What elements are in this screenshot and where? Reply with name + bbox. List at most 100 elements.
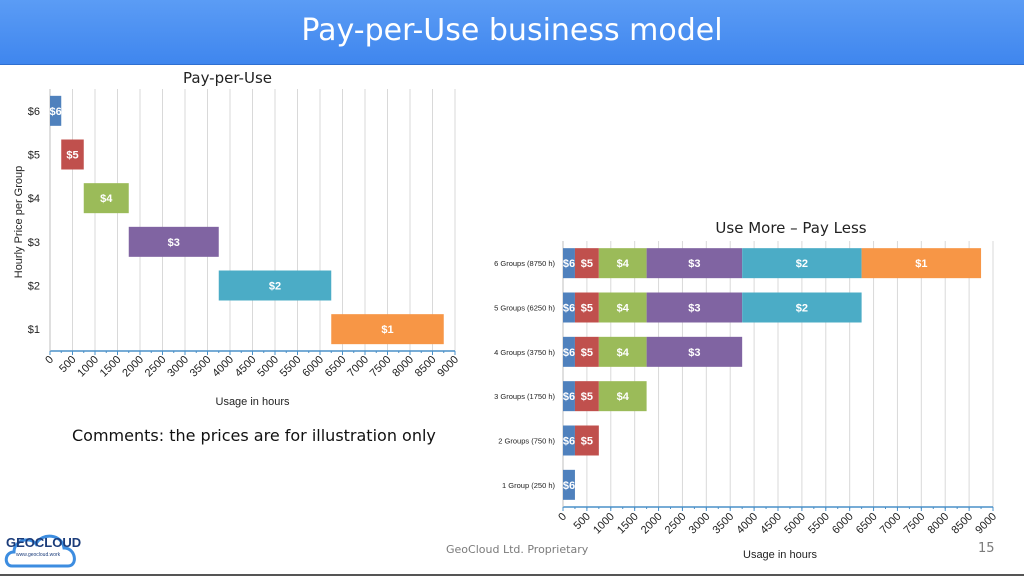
geocloud-logo: GEOCLOUD www.geocloud.work: [2, 522, 84, 574]
bar-segment-label: $5: [581, 258, 593, 270]
bar-segment-label: $4: [617, 391, 630, 403]
x-tick-label: 2000: [639, 511, 665, 537]
bar-data-label: $4: [100, 193, 113, 205]
bar-segment-label: $3: [688, 303, 700, 315]
x-tick-label: 3500: [188, 354, 214, 380]
x-tick-label: 9000: [435, 354, 461, 380]
bar-segment: [646, 292, 743, 323]
page-number: 15: [978, 541, 995, 556]
x-tick-label: 3500: [711, 511, 737, 537]
x-tick-label: 5000: [255, 354, 281, 380]
x-tick-label: 500: [572, 511, 593, 532]
bar-segment-label: $6: [563, 391, 575, 403]
y-tick-label: 4 Groups (3750 h): [494, 348, 555, 357]
y-tick-label: $3: [28, 237, 40, 249]
x-axis-label: Usage in hours: [216, 396, 290, 408]
bar-segment-label: $5: [581, 436, 593, 448]
x-tick-label: 4500: [233, 354, 259, 380]
bar-segment-label: $6: [563, 347, 575, 359]
x-tick-label: 0: [43, 354, 56, 367]
x-tick-label: 7000: [878, 511, 904, 537]
x-tick-label: 8500: [413, 354, 439, 380]
comment-text: Comments: the prices are for illustratio…: [72, 426, 436, 445]
bar-segment: [742, 292, 862, 323]
x-tick-label: 1500: [98, 354, 124, 380]
logo-text: GEOCLOUD: [6, 535, 82, 550]
footer-rule: [0, 574, 1024, 576]
bar: [218, 270, 332, 301]
bar-segment: [574, 248, 599, 279]
bar-segment: [598, 381, 647, 412]
x-tick-label: 1000: [591, 511, 617, 537]
bar-segment-label: $5: [581, 303, 593, 315]
bar-segment: [574, 292, 599, 323]
x-tick-label: 6500: [323, 354, 349, 380]
bar-data-label: $5: [66, 150, 78, 162]
bar-segment: [563, 469, 575, 500]
x-tick-label: 6000: [830, 511, 856, 537]
logo-subtext: www.geocloud.work: [16, 552, 61, 558]
bar-segment-label: $2: [796, 258, 808, 270]
bar-segment-label: $1: [915, 258, 927, 270]
x-tick-label: 5000: [782, 511, 808, 537]
chart-title: Pay-per-Use: [183, 69, 272, 87]
x-tick-label: 5500: [278, 354, 304, 380]
x-tick-label: 1000: [75, 354, 101, 380]
x-tick-label: 2000: [120, 354, 146, 380]
x-tick-label: 4000: [734, 511, 760, 537]
bar-segment: [861, 248, 982, 279]
y-tick-label: 5 Groups (6250 h): [494, 304, 555, 313]
x-tick-label: 5500: [806, 511, 832, 537]
bar-segment: [574, 381, 599, 412]
bar: [331, 314, 444, 345]
x-tick-label: 0: [556, 511, 569, 524]
bar-segment-label: $3: [688, 258, 700, 270]
x-tick-label: 7500: [902, 511, 928, 537]
x-tick-label: 8500: [949, 511, 975, 537]
bar: [61, 139, 84, 170]
bar-segment: [563, 381, 575, 412]
bar-segment: [646, 248, 743, 279]
bar: [50, 95, 62, 126]
x-tick-label: 3000: [687, 511, 713, 537]
bar-segment-label: $4: [617, 347, 630, 359]
bar-segment-label: $5: [581, 347, 593, 359]
bar-data-label: $3: [168, 237, 180, 249]
y-axis-label: Hourly Price per Group: [13, 166, 25, 279]
bar-segment-label: $6: [563, 436, 575, 448]
x-tick-label: 4500: [758, 511, 784, 537]
bar-segment-label: $6: [563, 480, 575, 492]
bar-segment-label: $4: [617, 258, 630, 270]
x-tick-label: 7000: [345, 354, 371, 380]
bar-segment: [646, 336, 743, 367]
y-tick-label: 3 Groups (1750 h): [494, 392, 555, 401]
bar-segment: [598, 336, 647, 367]
y-tick-label: 2 Groups (750 h): [498, 437, 555, 446]
x-tick-label: 8000: [390, 354, 416, 380]
y-tick-label: $5: [28, 150, 40, 162]
bar: [128, 226, 219, 257]
x-tick-label: 2500: [663, 511, 689, 537]
bar-segment: [574, 336, 599, 367]
bar-segment-label: $5: [581, 391, 593, 403]
bar-segment: [563, 336, 575, 367]
x-tick-label: 7500: [368, 354, 394, 380]
cloud-icon: [4, 534, 76, 568]
bar-segment-label: $3: [688, 347, 700, 359]
y-tick-label: $1: [28, 324, 40, 336]
footer-company: GeoCloud Ltd. Proprietary: [446, 543, 589, 556]
bar-data-label: $6: [50, 106, 62, 118]
bar-data-label: $1: [381, 324, 393, 336]
bar-segment: [574, 425, 599, 456]
bar-segment: [563, 292, 575, 323]
bar-segment: [598, 248, 647, 279]
x-axis-label: Usage in hours: [743, 549, 817, 561]
x-tick-label: 8000: [926, 511, 952, 537]
x-tick-label: 3000: [165, 354, 191, 380]
y-tick-label: $6: [28, 106, 40, 118]
bar-segment-label: $4: [617, 303, 630, 315]
x-tick-label: 4000: [210, 354, 236, 380]
x-tick-label: 1500: [615, 511, 641, 537]
y-tick-label: $4: [28, 193, 40, 205]
